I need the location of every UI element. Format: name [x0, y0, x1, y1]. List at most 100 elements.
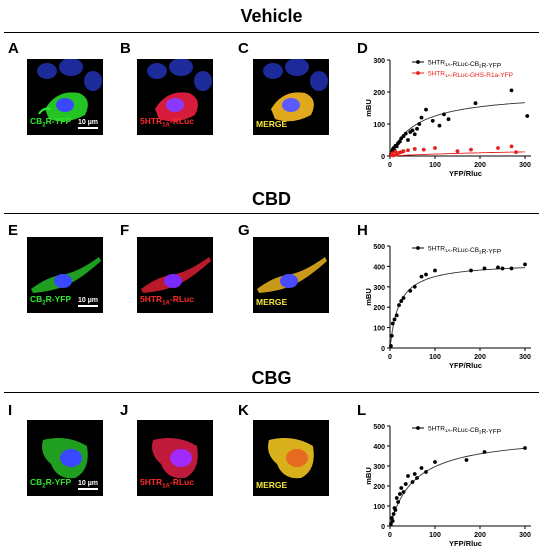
- data-point: [393, 149, 398, 154]
- data-point: [393, 508, 398, 512]
- data-point: [389, 333, 394, 338]
- data-point: [469, 147, 473, 152]
- panel-letter-b: B: [120, 40, 131, 57]
- data-point: [412, 472, 417, 476]
- y-tick-label: 100: [373, 122, 385, 129]
- data-point: [396, 500, 400, 504]
- x-axis-label: YFP/Rluc: [449, 539, 482, 548]
- x-tick-label: 300: [519, 354, 531, 361]
- divider-cbd: [4, 213, 539, 214]
- data-point: [412, 132, 417, 137]
- fit-curve: [389, 151, 525, 157]
- panel-letter-e: E: [8, 222, 19, 239]
- fit-curve: [389, 447, 526, 527]
- data-point: [421, 147, 426, 152]
- section-title-cbd: CBD: [252, 189, 291, 209]
- bret-chart-d: 0 100 200 300 0 100 200 300 YFP/Rluc mBU 5HTR1A-RL…: [364, 58, 531, 178]
- bret-chart-l: 0 100 200 300 400 500 0 100 200 300 YFP/Rluc mBU 5HT…: [364, 424, 531, 548]
- data-point: [403, 482, 408, 486]
- data-point: [391, 512, 396, 516]
- data-point: [401, 134, 406, 139]
- y-axis-label: mBU: [364, 467, 373, 485]
- micrograph-g-label: MERGE: [256, 297, 288, 307]
- data-point: [482, 266, 487, 271]
- data-point: [391, 153, 396, 158]
- micrograph-k-merge: MERGE: [253, 420, 329, 496]
- data-point: [390, 321, 395, 326]
- data-point: [525, 114, 530, 118]
- data-point: [412, 284, 417, 289]
- data-point: [509, 88, 514, 93]
- panel-letter-f: F: [120, 222, 130, 239]
- data-point: [403, 131, 408, 136]
- panel-letter-a: A: [8, 40, 19, 57]
- micrograph-e-label: CB2R-YFP: [30, 294, 72, 307]
- data-point: [410, 480, 415, 484]
- x-tick-label: 100: [429, 354, 441, 361]
- data-point: [419, 274, 424, 279]
- data-point: [433, 146, 437, 150]
- data-point: [424, 107, 428, 112]
- panel-letter-g: G: [238, 222, 250, 239]
- data-point: [424, 470, 428, 474]
- y-tick-label: 200: [373, 484, 385, 491]
- panel-letter-l: L: [357, 402, 367, 419]
- legend-label: 5HTR1A-RLuc-CB2R-YFP: [428, 426, 501, 436]
- data-point: [433, 268, 437, 273]
- micrograph-k-label: MERGE: [256, 480, 288, 490]
- y-axis-label: mBU: [364, 99, 373, 117]
- section-title-vehicle: Vehicle: [240, 6, 303, 26]
- micrograph-a-cb2r-yfp: CB2R-YFP 10 µm: [27, 59, 103, 135]
- data-point: [496, 146, 500, 150]
- data-point: [500, 266, 505, 271]
- y-tick-label: 300: [373, 285, 385, 292]
- y-tick-label: 500: [373, 244, 385, 251]
- data-point: [406, 148, 410, 153]
- legend-marker: [416, 60, 420, 64]
- data-point: [398, 139, 402, 144]
- x-tick-label: 100: [429, 162, 441, 169]
- x-tick-label: 200: [474, 162, 486, 169]
- micrograph-j-5htr1a-rluc: 5HTR1A-RLuc: [137, 420, 213, 496]
- data-point: [394, 313, 399, 318]
- data-point: [415, 126, 419, 131]
- x-tick-label: 300: [519, 162, 531, 169]
- x-tick-label: 200: [474, 532, 486, 539]
- y-tick-label: 0: [381, 346, 385, 353]
- y-tick-label: 200: [373, 90, 385, 97]
- data-point: [417, 122, 422, 126]
- scale-bar-a: 10 µm: [78, 119, 98, 129]
- micrograph-e-cb2r-yfp: CB2R-YFP 10 µm: [27, 237, 103, 313]
- data-point: [401, 490, 406, 494]
- x-tick-label: 0: [388, 354, 392, 361]
- data-point: [496, 265, 500, 270]
- divider-cbg: [4, 392, 539, 393]
- x-axis-label: YFP/Rluc: [449, 361, 482, 370]
- data-point: [464, 458, 469, 462]
- y-tick-label: 300: [373, 464, 385, 471]
- data-point: [415, 476, 419, 480]
- micrograph-f-5htr1a-rluc: 5HTR1A-RLuc: [137, 237, 213, 313]
- legend-label: 5HTR1A-RLuc-GHS-R1a-YFP: [428, 71, 513, 80]
- y-tick-label: 500: [373, 424, 385, 431]
- data-point: [424, 272, 428, 277]
- x-tick-label: 200: [474, 354, 486, 361]
- micrograph-c-label: MERGE: [256, 119, 288, 129]
- panel-letter-i: I: [8, 402, 13, 419]
- data-point: [482, 450, 487, 454]
- data-point: [446, 117, 451, 122]
- scale-bar-i: 10 µm: [78, 480, 98, 490]
- micrograph-f-label: 5HTR1A-RLuc: [140, 294, 194, 307]
- panel-letter-d: D: [357, 40, 368, 57]
- panel-letter-k: K: [238, 402, 249, 419]
- micrograph-b-label: 5HTR1A-RLuc: [140, 116, 194, 129]
- y-tick-label: 400: [373, 444, 385, 451]
- x-axis-label: YFP/Rluc: [449, 169, 482, 178]
- x-tick-label: 0: [388, 162, 392, 169]
- data-point: [401, 296, 406, 300]
- data-point: [419, 115, 424, 120]
- data-point: [433, 460, 437, 464]
- micrograph-g-merge: MERGE: [253, 237, 329, 313]
- legend-marker: [416, 426, 420, 430]
- x-tick-label: 100: [429, 532, 441, 539]
